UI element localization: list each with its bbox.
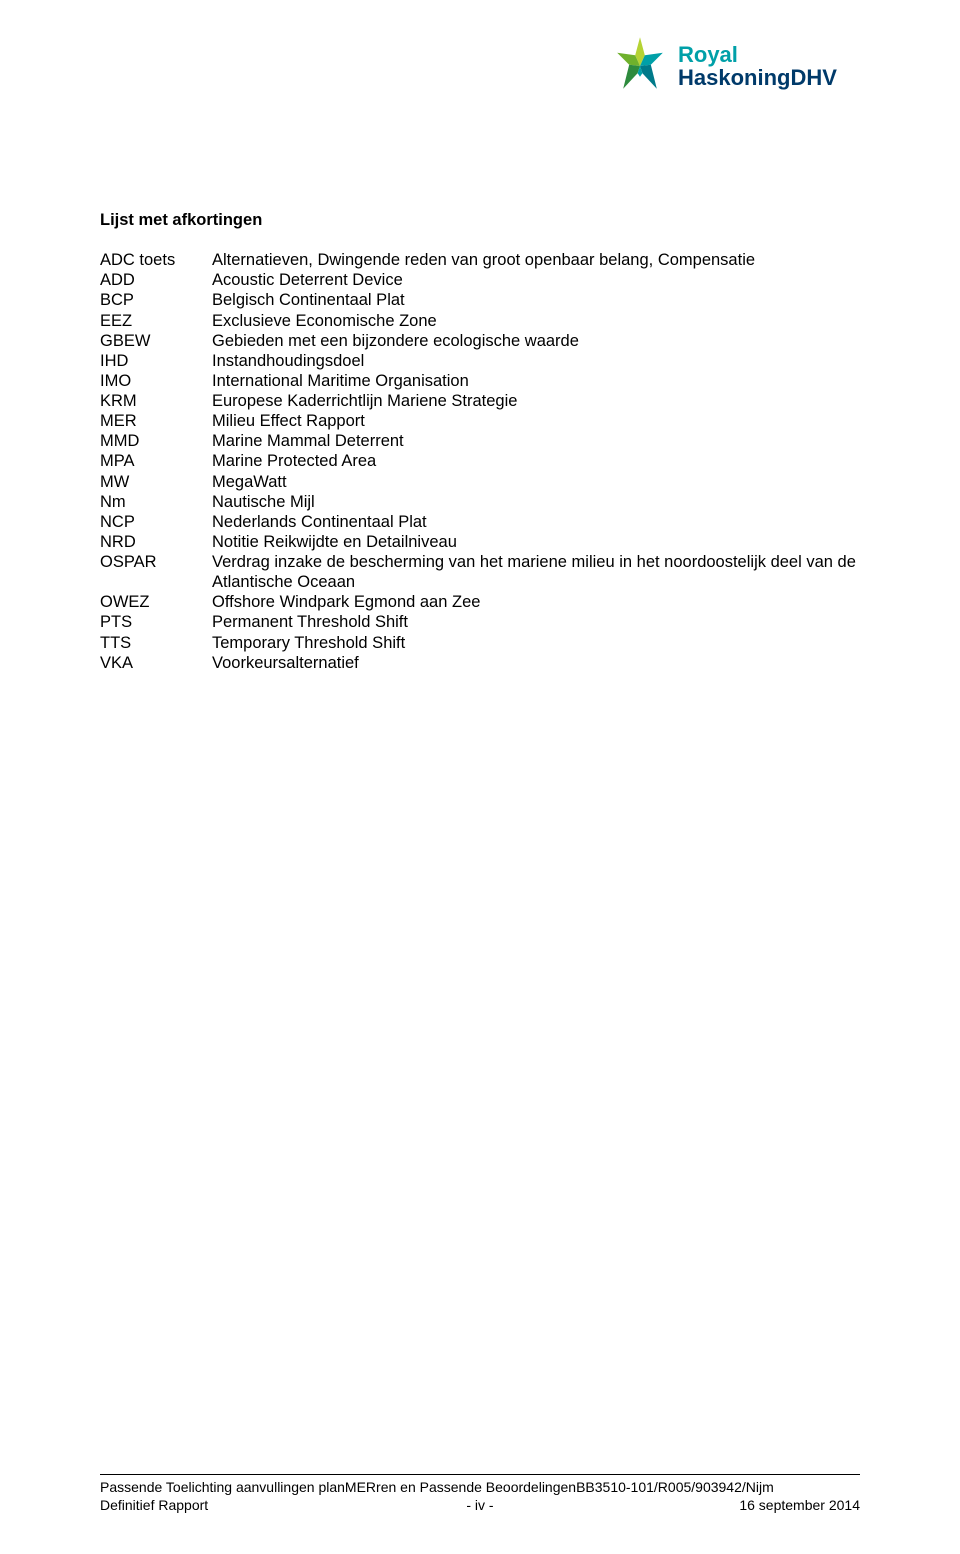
- abbr-term: VKA: [100, 653, 212, 673]
- abbr-definition: International Maritime Organisation: [212, 371, 860, 391]
- abbr-definition: Gebieden met een bijzondere ecologische …: [212, 331, 860, 351]
- abbr-term: BCP: [100, 290, 212, 310]
- abbr-definition: Verdrag inzake de bescherming van het ma…: [212, 552, 860, 592]
- brand-text: Royal HaskoningDHV: [678, 43, 837, 89]
- abbr-term: OWEZ: [100, 592, 212, 612]
- abbr-definition: Europese Kaderrichtlijn Mariene Strategi…: [212, 391, 860, 411]
- abbr-definition: Temporary Threshold Shift: [212, 633, 860, 653]
- abbr-term: GBEW: [100, 331, 212, 351]
- abbr-term: TTS: [100, 633, 212, 653]
- list-row: IMOInternational Maritime Organisation: [100, 371, 860, 391]
- list-row: ADC toetsAlternatieven, Dwingende reden …: [100, 250, 860, 270]
- abbr-definition: Instandhoudingsdoel: [212, 351, 860, 371]
- page-footer: Passende Toelichting aanvullingen planME…: [100, 1474, 860, 1514]
- abbr-definition: Offshore Windpark Egmond aan Zee: [212, 592, 860, 612]
- content: Lijst met afkortingen ADC toetsAlternati…: [100, 210, 860, 673]
- abbr-definition: Acoustic Deterrent Device: [212, 270, 860, 290]
- abbr-term: OSPAR: [100, 552, 212, 572]
- star-icon: [610, 36, 670, 96]
- footer-line-1: Passende Toelichting aanvullingen planME…: [100, 1478, 860, 1496]
- abbr-definition: Nederlands Continentaal Plat: [212, 512, 860, 532]
- list-row: MPAMarine Protected Area: [100, 451, 860, 471]
- list-row: VKAVoorkeursalternatief: [100, 653, 860, 673]
- abbr-definition: MegaWatt: [212, 472, 860, 492]
- abbr-term: MPA: [100, 451, 212, 471]
- abbr-definition: Notitie Reikwijdte en Detailniveau: [212, 532, 860, 552]
- list-row: KRMEuropese Kaderrichtlijn Mariene Strat…: [100, 391, 860, 411]
- abbr-definition: Belgisch Continentaal Plat: [212, 290, 860, 310]
- list-row: NCPNederlands Continentaal Plat: [100, 512, 860, 532]
- brand-line-2: HaskoningDHV: [678, 66, 837, 89]
- list-row: PTSPermanent Threshold Shift: [100, 612, 860, 632]
- abbreviation-list: ADC toetsAlternatieven, Dwingende reden …: [100, 250, 860, 673]
- brand-logo: Royal HaskoningDHV: [610, 30, 860, 102]
- list-row: NmNautische Mijl: [100, 492, 860, 512]
- abbr-definition: Marine Protected Area: [212, 451, 860, 471]
- abbr-term: ADD: [100, 270, 212, 290]
- abbr-definition: Milieu Effect Rapport: [212, 411, 860, 431]
- abbr-term: EEZ: [100, 311, 212, 331]
- page: Royal HaskoningDHV Lijst met afkortingen…: [0, 0, 960, 1554]
- abbr-term: PTS: [100, 612, 212, 632]
- abbr-definition: Voorkeursalternatief: [212, 653, 860, 673]
- abbr-term: IMO: [100, 371, 212, 391]
- abbr-term: MW: [100, 472, 212, 492]
- abbr-definition: Alternatieven, Dwingende reden van groot…: [212, 250, 860, 270]
- abbr-term: Nm: [100, 492, 212, 512]
- list-row: MWMegaWatt: [100, 472, 860, 492]
- abbr-term: ADC toets: [100, 250, 212, 270]
- abbr-definition: Exclusieve Economische Zone: [212, 311, 860, 331]
- abbr-term: NRD: [100, 532, 212, 552]
- footer-center: - iv -: [353, 1496, 606, 1514]
- abbr-term: MMD: [100, 431, 212, 451]
- list-row: TTSTemporary Threshold Shift: [100, 633, 860, 653]
- footer-right: 16 september 2014: [607, 1496, 860, 1514]
- list-row: NRDNotitie Reikwijdte en Detailniveau: [100, 532, 860, 552]
- list-row: IHDInstandhoudingsdoel: [100, 351, 860, 371]
- abbr-definition: Nautische Mijl: [212, 492, 860, 512]
- abbr-term: MER: [100, 411, 212, 431]
- list-row: BCPBelgisch Continentaal Plat: [100, 290, 860, 310]
- abbr-term: IHD: [100, 351, 212, 371]
- footer-line-2: Definitief Rapport - iv - 16 september 2…: [100, 1496, 860, 1514]
- list-row: ADDAcoustic Deterrent Device: [100, 270, 860, 290]
- list-row: MMDMarine Mammal Deterrent: [100, 431, 860, 451]
- list-row: EEZExclusieve Economische Zone: [100, 311, 860, 331]
- list-row: OWEZOffshore Windpark Egmond aan Zee: [100, 592, 860, 612]
- abbr-definition: Marine Mammal Deterrent: [212, 431, 860, 451]
- abbr-definition: Permanent Threshold Shift: [212, 612, 860, 632]
- footer-left: Definitief Rapport: [100, 1496, 353, 1514]
- list-row: MERMilieu Effect Rapport: [100, 411, 860, 431]
- footer-rule: [100, 1474, 860, 1475]
- abbr-term: KRM: [100, 391, 212, 411]
- brand-line-1: Royal: [678, 43, 837, 66]
- list-row: GBEWGebieden met een bijzondere ecologis…: [100, 331, 860, 351]
- page-title: Lijst met afkortingen: [100, 210, 860, 230]
- list-row: OSPARVerdrag inzake de bescherming van h…: [100, 552, 860, 592]
- abbr-term: NCP: [100, 512, 212, 532]
